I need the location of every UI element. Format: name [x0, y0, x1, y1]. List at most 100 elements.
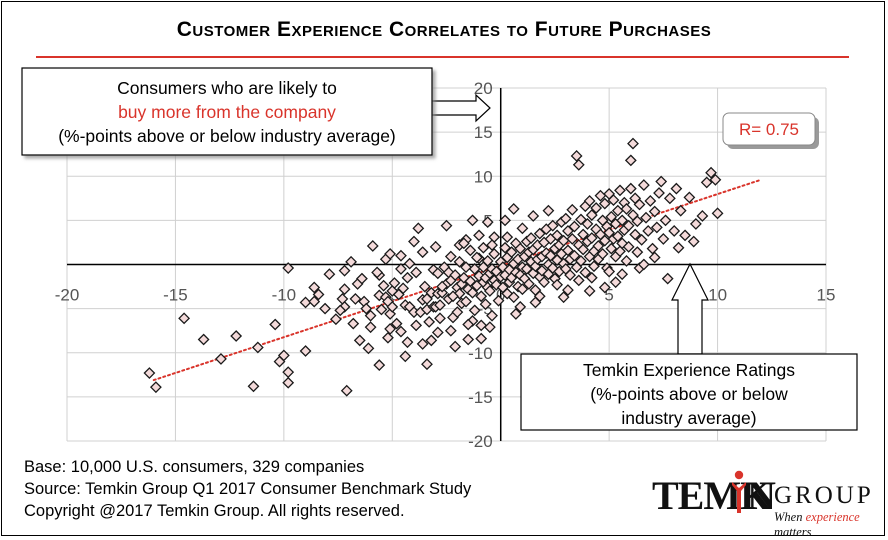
data-point [421, 292, 433, 305]
data-points [143, 137, 724, 397]
x-tick-label: 0 [496, 286, 505, 305]
data-point [644, 195, 657, 207]
data-point [483, 321, 496, 334]
data-point [605, 210, 618, 223]
x-tick-label: 5 [604, 286, 613, 305]
data-point [475, 319, 488, 332]
data-point [514, 300, 527, 313]
data-point [583, 195, 596, 207]
data-point [431, 267, 444, 280]
data-point [674, 204, 687, 217]
data-point [650, 221, 663, 234]
data-point [149, 381, 162, 394]
data-point [460, 295, 472, 308]
data-point [620, 255, 633, 267]
data-point [529, 296, 542, 309]
x-callout-line3: industry average) [621, 408, 756, 428]
data-point [655, 175, 668, 188]
data-point [575, 255, 587, 267]
data-point [622, 219, 635, 232]
data-point [648, 251, 661, 264]
data-point [616, 268, 629, 281]
data-point [299, 345, 312, 357]
data-point [386, 300, 399, 313]
data-point [282, 376, 295, 389]
data-point [592, 240, 605, 252]
data-point [444, 324, 457, 337]
data-point [429, 240, 442, 253]
data-point [629, 228, 642, 241]
data-point [377, 279, 390, 292]
data-point [566, 232, 579, 245]
data-point [362, 342, 375, 355]
data-point [403, 257, 416, 270]
data-point [466, 214, 479, 227]
logo-tagline-highlight: experience [805, 510, 860, 524]
data-point [431, 326, 444, 339]
data-point [551, 229, 564, 242]
data-point [598, 197, 611, 210]
data-point [468, 304, 481, 317]
data-point [247, 380, 260, 393]
data-point [659, 214, 672, 227]
data-point [538, 276, 551, 289]
data-point [603, 265, 616, 278]
data-point [668, 225, 681, 237]
data-point [585, 232, 598, 244]
data-point [364, 321, 377, 334]
x-tick-label: 10 [708, 286, 727, 305]
data-point [598, 281, 611, 294]
data-point [338, 283, 351, 296]
x-callout-box [520, 353, 858, 431]
data-point [416, 246, 429, 259]
data-point [663, 192, 676, 205]
data-point [605, 242, 618, 255]
data-point [449, 340, 462, 353]
data-point [397, 282, 410, 295]
data-point [624, 154, 637, 167]
data-point [516, 283, 529, 296]
y-tick-label: 15 [474, 123, 493, 142]
data-point [277, 349, 290, 362]
data-point [473, 229, 485, 242]
data-point [700, 176, 713, 189]
data-point [631, 246, 644, 259]
y-tick-label: -15 [468, 388, 493, 407]
data-point [412, 222, 425, 235]
data-point [395, 249, 407, 262]
data-point [464, 244, 477, 257]
data-point [440, 219, 453, 232]
r-label-text: R= 0.75 [739, 120, 799, 139]
data-point [711, 207, 724, 220]
data-point [672, 241, 685, 254]
data-point [319, 302, 331, 315]
data-point [657, 232, 670, 245]
data-point [384, 323, 397, 335]
data-point [488, 247, 501, 260]
data-point [475, 290, 488, 303]
data-point [436, 286, 449, 299]
data-point [353, 334, 366, 347]
data-point [366, 240, 379, 252]
data-point [709, 173, 722, 186]
logo-tagline: When experience matters [774, 510, 870, 540]
data-point [421, 358, 433, 371]
y-tick-label: -10 [468, 344, 493, 363]
data-point [410, 319, 423, 332]
r-label: R= 0.75 [722, 112, 819, 149]
data-point [395, 262, 407, 275]
data-point [308, 281, 321, 294]
data-point [178, 312, 191, 325]
data-point [696, 210, 709, 222]
data-point [384, 247, 397, 260]
data-point [609, 276, 622, 289]
data-point [679, 229, 691, 242]
data-point [633, 198, 646, 211]
data-point [269, 318, 282, 331]
data-point [522, 277, 535, 290]
data-point [371, 266, 384, 279]
data-point [527, 210, 540, 222]
data-point [349, 292, 362, 305]
data-point [640, 211, 652, 224]
